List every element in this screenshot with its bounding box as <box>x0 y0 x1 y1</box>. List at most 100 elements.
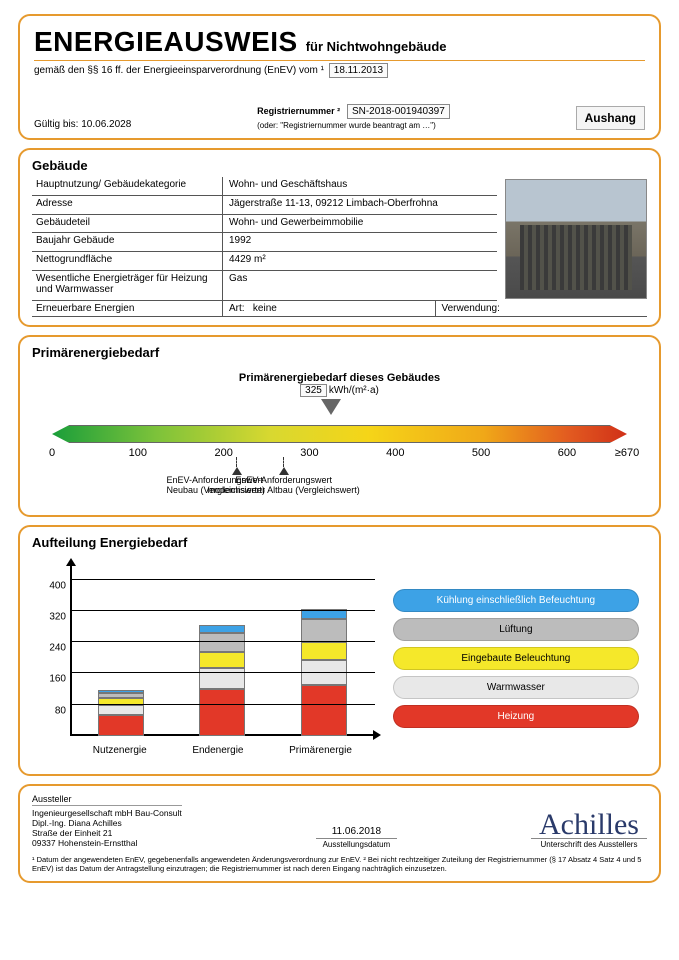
y-tick: 400 <box>36 580 66 591</box>
signature: Achilles <box>531 811 647 839</box>
issue-date: 11.06.2018 <box>316 826 397 839</box>
title-line2: gemäß den §§ 16 ff. der Energieeinsparve… <box>34 63 645 78</box>
legend-item-lueftung: Lüftung <box>393 618 639 641</box>
issue-date-sub: Ausstellungsdatum <box>316 840 397 849</box>
pe-scale: 0100200300400500600≥670 <box>52 417 627 451</box>
x-labels: Nutzenergie Endenergie Primärenergie <box>70 745 375 756</box>
gebaeude-row-value: Wohn- und Gewerbeimmobilie <box>222 215 497 234</box>
arrow-down-icon <box>321 399 341 415</box>
reg-label: Registriernummer ² <box>257 106 340 116</box>
pe-ref-marks: EnEV-AnforderungswertNeubau (Vergleichsw… <box>52 457 627 497</box>
bars-region <box>70 564 375 736</box>
y-gridline <box>70 672 375 673</box>
signature-sub: Unterschrift des Ausstellers <box>531 840 647 849</box>
valid-label: Gültig bis: <box>34 119 78 130</box>
aussteller-line: Dipl.-Ing. Diana Achilles <box>32 818 182 828</box>
pe-unit: kWh/(m²·a) <box>329 385 379 396</box>
y-tick: 320 <box>36 611 66 622</box>
arrow-up-icon <box>279 467 289 475</box>
pe-scale-ticks: 0100200300400500600≥670 <box>52 417 627 451</box>
gebaeude-row-label: Hauptnutzung/ Gebäudekategorie <box>32 177 222 196</box>
footnotes: ¹ Datum der angewendeten EnEV, gegebenen… <box>32 855 647 873</box>
y-tick: 160 <box>36 674 66 685</box>
title-row: ENERGIEAUSWEIS für Nichtwohngebäude <box>34 26 645 61</box>
aussteller-block: Aussteller Ingenieurgesellschaft mbH Bau… <box>32 794 182 849</box>
gebaeude-title: Gebäude <box>32 158 647 173</box>
x-label: Endenergie <box>192 745 243 756</box>
ern-verw-label: Verwendung: <box>442 303 500 314</box>
enev-date: 18.11.2013 <box>329 63 388 78</box>
footer-top: Aussteller Ingenieurgesellschaft mbH Bau… <box>32 794 647 849</box>
y-tick: 240 <box>36 643 66 654</box>
bar-segment-heizung <box>301 685 347 736</box>
y-gridline <box>70 610 375 611</box>
ref-mark: EnEV-Anforderungswertmodernisierter Altb… <box>194 457 374 496</box>
header-panel: ENERGIEAUSWEIS für Nichtwohngebäude gemä… <box>18 14 661 140</box>
header-bottom: Gültig bis: 10.06.2028 Registriernummer … <box>34 104 645 130</box>
aufteilung-panel: Aufteilung Energiebedarf Nutzenergie Ende… <box>18 525 661 776</box>
erneuerbare-row: Erneuerbare Energien Art: keine Verwendu… <box>32 301 647 317</box>
ref-dash <box>283 457 284 467</box>
gebaeude-row-label: Nettogrundfläche <box>32 252 222 271</box>
pe-arrow <box>321 399 341 417</box>
aushang-badge: Aushang <box>576 106 645 130</box>
gebaeude-table: Hauptnutzung/ GebäudekategorieWohn- und … <box>32 177 647 301</box>
gebaeude-row-value: Gas <box>222 271 497 301</box>
legend: Kühlung einschließlich Befeuchtung Lüftun… <box>393 558 643 758</box>
bar-segment-lueftung <box>199 633 245 652</box>
ref-text: EnEV-Anforderungswertmodernisierter Altb… <box>194 475 374 496</box>
pe-value: 325 <box>300 384 327 397</box>
building-photo-cell <box>497 177 647 301</box>
x-label: Nutzenergie <box>93 745 147 756</box>
page: ENERGIEAUSWEIS für Nichtwohngebäude gemä… <box>0 0 679 905</box>
bar-segment-lueftung <box>301 619 347 642</box>
gebaeude-row-label: Adresse <box>32 196 222 215</box>
pe-top-label: Primärenergiebedarf dieses Gebäudes <box>52 372 627 384</box>
valid-until: 10.06.2028 <box>81 119 131 130</box>
aussteller-line: Ingenieurgesellschaft mbH Bau-Consult <box>32 808 182 818</box>
aufteilung-chart: NutzenergieEndenergiePrimärenergie 80160… <box>36 558 381 758</box>
line2-prefix: gemäß den §§ 16 ff. der Energieeinsparve… <box>34 65 324 76</box>
bar-segment-heizung <box>98 715 144 737</box>
x-label: Primärenergie <box>289 745 352 756</box>
gebaeude-row-label: Wesentliche Energieträger für Heizung un… <box>32 271 222 301</box>
legend-item-beleuchtung: Eingebaute Beleuchtung <box>393 647 639 670</box>
ern-verw: Verwendung: <box>435 301 648 317</box>
gebaeude-row-value: Wohn- und Geschäftshaus <box>222 177 497 196</box>
aufteilung-content: NutzenergieEndenergiePrimärenergie 80160… <box>32 554 647 766</box>
bar-segment-warmwasser <box>199 668 245 690</box>
aussteller-lines: Ingenieurgesellschaft mbH Bau-ConsultDip… <box>32 808 182 849</box>
y-gridline <box>70 579 375 580</box>
primaer-panel: Primärenergiebedarf Primärenergiebedarf … <box>18 335 661 517</box>
y-gridline <box>70 641 375 642</box>
signature-block: Achilles Unterschrift des Ausstellers <box>531 811 647 849</box>
aussteller-line: Straße der Einheit 21 <box>32 828 182 838</box>
aufteilung-title: Aufteilung Energiebedarf <box>32 535 647 550</box>
y-gridline <box>70 704 375 705</box>
aussteller-line: 09337 Hohenstein-Ernstthal <box>32 838 182 848</box>
aussteller-label: Aussteller <box>32 794 182 806</box>
reg-number: SN-2018-001940397 <box>347 104 450 119</box>
title-sub: für Nichtwohngebäude <box>306 39 447 54</box>
pe-arrow-wrap <box>52 399 627 417</box>
gebaeude-panel: Gebäude Hauptnutzung/ GebäudekategorieWo… <box>18 148 661 327</box>
reg-note: (oder: "Registriernummer wurde beantragt… <box>257 121 450 130</box>
legend-item-kuehlung: Kühlung einschließlich Befeuchtung <box>393 589 639 612</box>
bar-segment-beleuchtung <box>301 642 347 660</box>
ern-art: Art: keine <box>222 301 435 317</box>
bar-segment-warmwasser <box>98 705 144 715</box>
footer-panel: Aussteller Ingenieurgesellschaft mbH Bau… <box>18 784 661 883</box>
gebaeude-row-label: Gebäudeteil <box>32 215 222 234</box>
date-block: 11.06.2018 Ausstellungsdatum <box>316 826 397 849</box>
title-main: ENERGIEAUSWEIS <box>34 26 298 58</box>
gebaeude-row-value: Jägerstraße 11-13, 09212 Limbach-Oberfro… <box>222 196 497 215</box>
ern-art-label: Art: <box>229 303 245 314</box>
bar-column <box>98 690 144 736</box>
gebaeude-row-label: Baujahr Gebäude <box>32 233 222 252</box>
primaer-chart: Primärenergiebedarf dieses Gebäudes 325k… <box>32 364 647 507</box>
reg-block: Registriernummer ² SN-2018-001940397 (od… <box>257 104 450 130</box>
gebaeude-row-value: 4429 m² <box>222 252 497 271</box>
bar-segment-kuehlung <box>199 625 245 634</box>
valid-block: Gültig bis: 10.06.2028 <box>34 119 131 130</box>
ern-art-value: keine <box>253 303 277 314</box>
